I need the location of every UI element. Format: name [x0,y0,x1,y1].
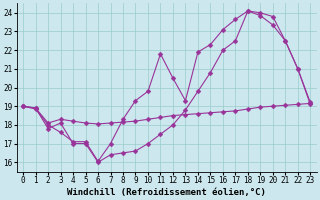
X-axis label: Windchill (Refroidissement éolien,°C): Windchill (Refroidissement éolien,°C) [67,188,266,197]
